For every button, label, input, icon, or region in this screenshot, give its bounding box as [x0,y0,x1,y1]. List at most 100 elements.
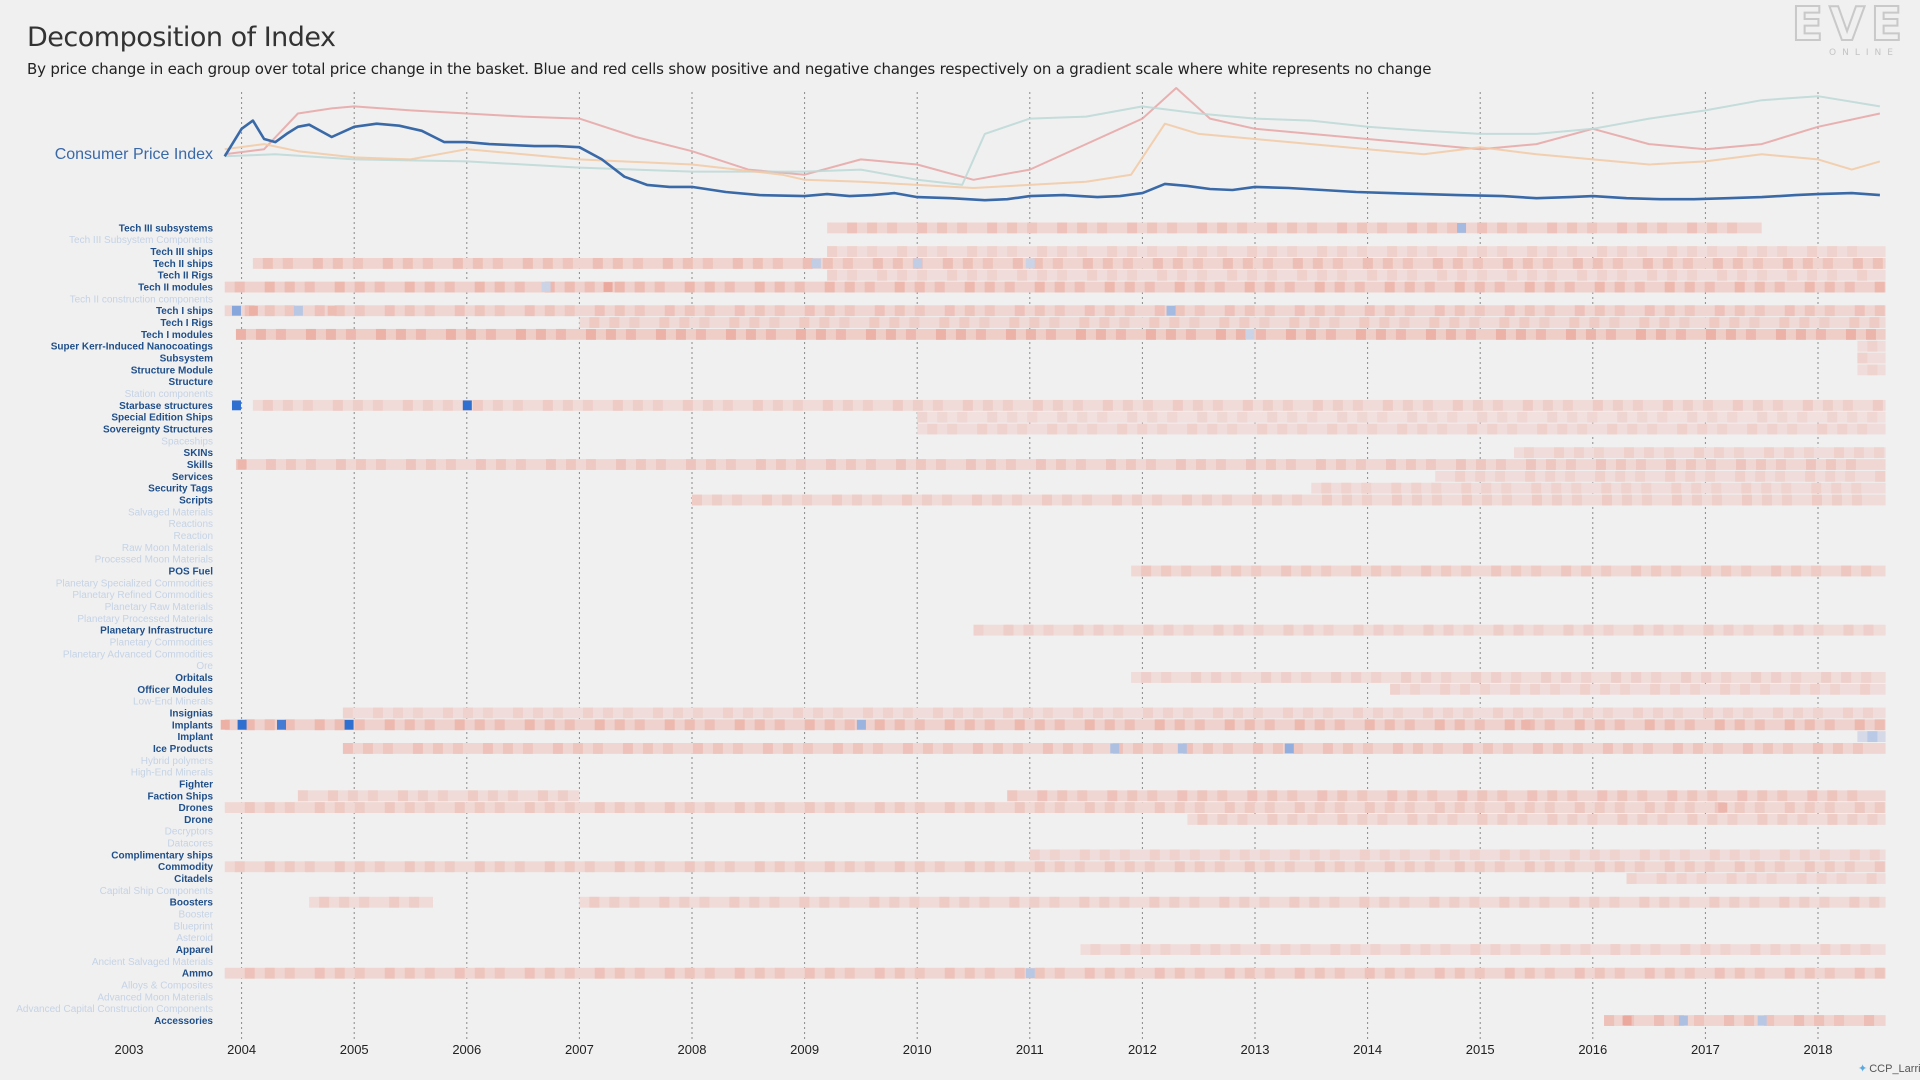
heat-cell [802,494,812,506]
heat-cell [1467,423,1478,435]
heat-cell [1617,814,1628,825]
heat-cell [1641,482,1652,494]
heat-cell [475,459,486,470]
heat-cell [1682,257,1693,269]
heat-cell [1142,399,1153,411]
heat-cell [564,861,575,873]
heat-cell [1577,423,1588,435]
heat-cell [264,305,275,317]
heat-cell [1371,565,1382,577]
heat-cell [934,861,945,873]
heat-cell [1553,447,1564,459]
heat-cell [894,861,905,873]
heat-cell [1289,317,1300,328]
x-tick-label-2015: 2015 [1466,1042,1495,1057]
heat-cell [1827,246,1838,257]
heat-cell [1287,814,1298,825]
heat-cell [732,257,743,269]
heat-cell [1524,305,1535,317]
heat-cell [1664,861,1675,873]
heat-cell [754,967,765,979]
heat-cell [1853,447,1864,459]
heat-cell [354,861,365,873]
heat-cell [355,459,366,470]
heat-cell [1342,494,1352,506]
heat-cell [1820,944,1831,955]
heat-cell [1822,399,1833,411]
heat-cell [962,257,973,269]
heat-cell [1582,707,1593,719]
heat-cell [1583,624,1594,636]
heat-cell [964,861,975,873]
heat-cell [1874,861,1885,873]
heat-cell [1535,328,1546,340]
heat-cell [844,861,855,873]
heat-cell [1084,967,1095,979]
heat-cell [1630,944,1641,955]
heat-cell [1563,624,1574,636]
heat-cell [1700,944,1711,955]
heat-cell [1104,861,1115,873]
heat-cell [1611,672,1622,683]
heat-cell [552,743,563,754]
heat-cell [1352,707,1363,719]
heat-cell [1525,470,1536,482]
heat-cell [367,790,378,802]
heat-cell [1377,222,1388,234]
heat-cell [1642,743,1653,754]
heat-cell [774,719,785,731]
heat-hot-cell-tech-i-ships-0 [231,305,241,316]
heat-cell [1412,743,1423,754]
heat-cell [964,967,975,979]
heat-cell [1424,861,1435,873]
heat-cell [1849,849,1860,861]
heat-cell [1665,459,1676,470]
heat-cell [1493,624,1504,636]
heat-cell [1300,944,1311,955]
heat-cell [1542,257,1553,269]
heat-cell [1852,743,1863,754]
heat-cell [284,281,295,293]
heat-cell [1042,707,1053,719]
heat-cell [1502,257,1513,269]
row-label-drones: Drones [179,803,214,814]
heat-cell [1573,447,1584,459]
heat-cell [1007,222,1018,234]
heat-cell [374,861,385,873]
heat-cell [1874,802,1885,813]
heat-cell [1609,896,1620,908]
heat-cell [1382,399,1393,411]
heat-cell [964,305,975,317]
heat-cell [824,802,835,813]
heat-cell [1799,317,1810,328]
heat-cell [1323,624,1334,636]
heat-cell [1272,743,1283,754]
heat-cell [1007,411,1018,423]
heat-cell [1644,719,1655,731]
heat-cell [1857,423,1868,435]
heat-cell [1317,269,1328,281]
heat-cell [1392,494,1402,506]
heat-cell [1055,459,1066,470]
heat-cell [1105,459,1116,470]
heat-cell [1787,269,1798,281]
heat-cell [1454,281,1465,293]
heat-cell [847,222,858,234]
heat-cell [1797,814,1808,825]
heat-cell [532,707,543,719]
heat-cell [1014,802,1025,813]
row-label-capital-ship-components: Capital Ship Components [100,886,213,897]
row-label-tech-iii-subsystems: Tech III subsystems [119,223,214,234]
heat-cell [1227,423,1238,435]
heat-cell [1632,399,1643,411]
heat-cell [1239,317,1250,328]
heat-cell [1245,459,1256,470]
heat-band-orbitals-0 [1131,672,1886,683]
heat-cell [1353,624,1364,636]
heat-cell [1784,719,1795,731]
heat-cell [1782,743,1793,754]
heat-cell [522,257,533,269]
heat-cell [1379,317,1390,328]
heat-cell [1635,328,1646,340]
heat-cell [1581,672,1592,683]
